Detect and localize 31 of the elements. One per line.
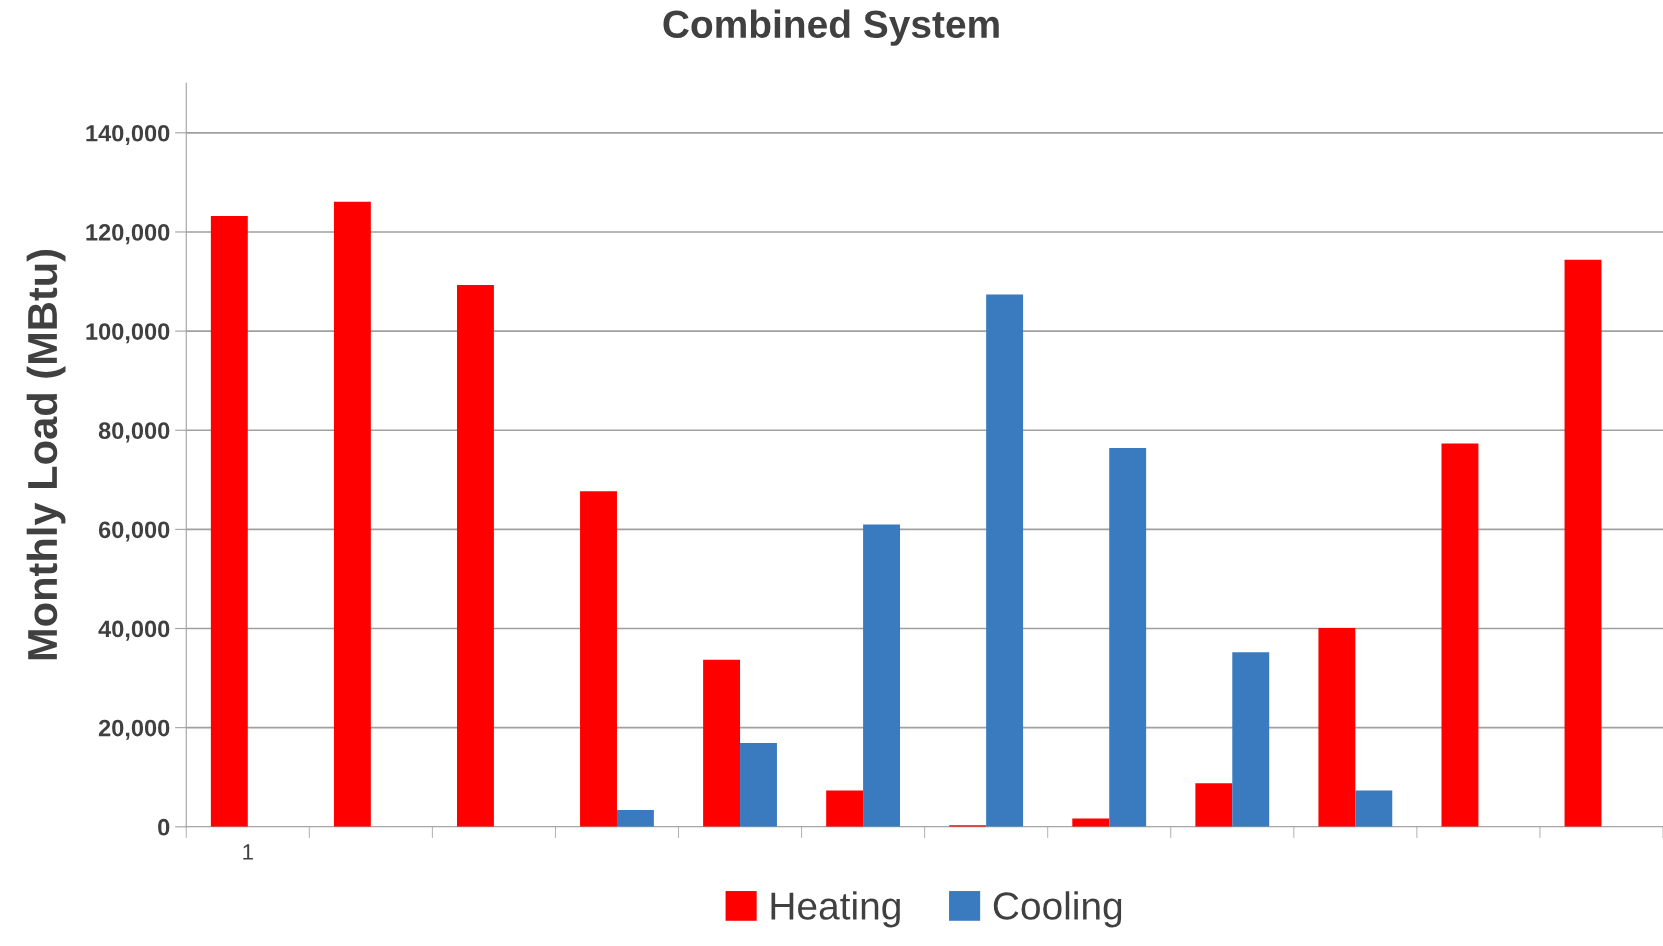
- bar: [580, 491, 617, 827]
- x-tick-label: 1: [243, 844, 253, 860]
- bar: [456, 285, 494, 827]
- y-tick-label: 60,000: [98, 521, 170, 542]
- legend-label: Heating: [771, 891, 900, 928]
- bar: [1109, 448, 1147, 827]
- chart-title: Combined System: [663, 9, 999, 46]
- y-tick-label: 0: [158, 818, 170, 836]
- bar: [333, 201, 371, 827]
- bar: [616, 809, 654, 827]
- y-axis-title: Monthly Load (MBtu): [26, 249, 66, 660]
- y-tick-label: 140,000: [86, 124, 170, 146]
- bar: [1564, 259, 1602, 827]
- y-tick-label: 20,000: [98, 719, 170, 740]
- bar: [826, 790, 864, 827]
- bar: [986, 294, 1024, 827]
- bar: [1355, 790, 1393, 827]
- bar: [210, 216, 248, 827]
- bar: [1318, 628, 1356, 827]
- bar: [703, 659, 741, 827]
- bar: [740, 743, 777, 827]
- y-tick-label: 40,000: [98, 620, 170, 641]
- y-tick-label: 100,000: [86, 323, 170, 344]
- bar: [1072, 818, 1110, 827]
- y-tick-label: 80,000: [98, 422, 170, 443]
- bar: [863, 524, 901, 827]
- y-tick-label: 120,000: [86, 224, 170, 245]
- bar: [1232, 652, 1270, 827]
- bar: [1195, 783, 1233, 827]
- legend-label: Cooling: [993, 891, 1122, 928]
- bar: [1441, 443, 1479, 827]
